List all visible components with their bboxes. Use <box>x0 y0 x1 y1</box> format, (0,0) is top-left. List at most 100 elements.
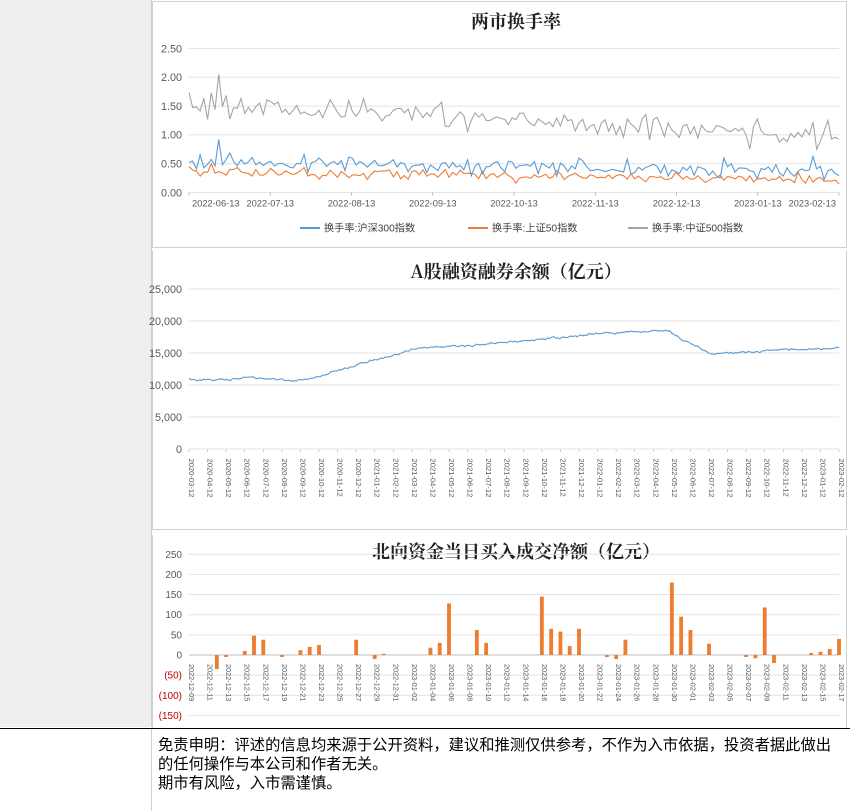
svg-text:2023-02-17: 2023-02-17 <box>837 664 846 701</box>
svg-text:10,000: 10,000 <box>149 380 182 392</box>
svg-text:2021-01-12: 2021-01-12 <box>373 459 382 498</box>
svg-text:2023-01-04: 2023-01-04 <box>428 664 437 701</box>
svg-text:1.50: 1.50 <box>161 101 182 113</box>
svg-text:2022-09-13: 2022-09-13 <box>409 199 457 209</box>
svg-text:2023-01-20: 2023-01-20 <box>577 664 586 701</box>
svg-text:2023-01-22: 2023-01-22 <box>596 664 605 701</box>
svg-text:2020-05-12: 2020-05-12 <box>224 459 233 498</box>
svg-text:2022-08-13: 2022-08-13 <box>328 199 376 209</box>
svg-text:2020-09-12: 2020-09-12 <box>298 459 307 498</box>
svg-text:2020-10-12: 2020-10-12 <box>317 459 326 498</box>
svg-text:2022-01-12: 2022-01-12 <box>596 459 605 498</box>
svg-text:北向资金当日买入成交净额（亿元）: 北向资金当日买入成交净额（亿元） <box>372 538 660 564</box>
svg-text:2022-06-12: 2022-06-12 <box>688 459 697 498</box>
svg-text:2022-10-13: 2022-10-13 <box>490 199 538 209</box>
svg-text:2021-10-12: 2021-10-12 <box>540 459 549 498</box>
svg-text:1.00: 1.00 <box>161 130 182 142</box>
svg-text:2020-06-12: 2020-06-12 <box>243 459 252 498</box>
svg-text:250: 250 <box>165 550 182 561</box>
svg-text:(100): (100) <box>159 691 182 702</box>
svg-text:换手率:上证50指数: 换手率:上证50指数 <box>492 221 577 234</box>
svg-text:5,000: 5,000 <box>155 412 182 424</box>
svg-text:2020-12-12: 2020-12-12 <box>354 459 363 498</box>
svg-text:2023-01-24: 2023-01-24 <box>614 664 623 701</box>
svg-text:2023-01-12: 2023-01-12 <box>818 459 827 498</box>
svg-text:2023-02-09: 2023-02-09 <box>763 664 772 701</box>
svg-text:2023-01-14: 2023-01-14 <box>521 664 530 701</box>
svg-text:200: 200 <box>165 570 182 581</box>
svg-text:2023-01-08: 2023-01-08 <box>466 664 475 701</box>
svg-text:2022-07-12: 2022-07-12 <box>707 459 716 498</box>
svg-text:2023-01-06: 2023-01-06 <box>447 664 456 701</box>
svg-text:2022-12-13: 2022-12-13 <box>653 199 701 209</box>
svg-text:2021-02-12: 2021-02-12 <box>391 459 400 498</box>
svg-text:2022-02-12: 2022-02-12 <box>614 459 623 498</box>
svg-text:2022-09-12: 2022-09-12 <box>744 459 753 498</box>
svg-text:2022-11-12: 2022-11-12 <box>781 459 790 497</box>
svg-text:50: 50 <box>171 630 183 641</box>
svg-text:2.00: 2.00 <box>161 72 182 84</box>
svg-text:2021-09-12: 2021-09-12 <box>521 459 530 498</box>
svg-text:2020-04-12: 2020-04-12 <box>206 459 215 498</box>
svg-text:2022-12-19: 2022-12-19 <box>280 664 289 701</box>
svg-text:2022-12-31: 2022-12-31 <box>391 664 400 701</box>
svg-text:2023-01-02: 2023-01-02 <box>410 664 419 701</box>
svg-text:2022-10-12: 2022-10-12 <box>763 459 772 498</box>
svg-text:2023-02-15: 2023-02-15 <box>818 664 827 701</box>
svg-text:2023-02-01: 2023-02-01 <box>688 664 697 701</box>
svg-text:A股融资融券余额（亿元）: A股融资融券余额（亿元） <box>410 258 621 284</box>
svg-text:0.50: 0.50 <box>161 159 182 171</box>
svg-text:0.00: 0.00 <box>161 187 182 199</box>
svg-text:0: 0 <box>176 444 182 456</box>
svg-text:2021-08-12: 2021-08-12 <box>503 459 512 498</box>
svg-text:2023-01-13: 2023-01-13 <box>734 199 782 209</box>
svg-text:2022-12-12: 2022-12-12 <box>800 459 809 498</box>
svg-text:2022-12-11: 2022-12-11 <box>206 664 215 701</box>
svg-text:2022-12-29: 2022-12-29 <box>373 664 382 701</box>
svg-text:2023-01-30: 2023-01-30 <box>670 664 679 701</box>
svg-text:2023-02-11: 2023-02-11 <box>781 664 790 701</box>
svg-text:2022-12-13: 2022-12-13 <box>224 664 233 701</box>
svg-text:100: 100 <box>165 610 182 621</box>
svg-text:(50): (50) <box>164 671 182 682</box>
svg-text:(150): (150) <box>159 711 182 722</box>
svg-text:25,000: 25,000 <box>149 284 182 296</box>
svg-text:2021-11-12: 2021-11-12 <box>558 459 567 497</box>
svg-text:2022-04-12: 2022-04-12 <box>651 459 660 498</box>
svg-text:2023-02-12: 2023-02-12 <box>837 459 846 498</box>
svg-text:2021-07-12: 2021-07-12 <box>484 459 493 498</box>
svg-text:2021-03-12: 2021-03-12 <box>410 459 419 498</box>
svg-text:150: 150 <box>165 590 182 601</box>
svg-text:20,000: 20,000 <box>149 316 182 328</box>
svg-text:2023-01-18: 2023-01-18 <box>558 664 567 701</box>
svg-text:2023-01-12: 2023-01-12 <box>503 664 512 701</box>
svg-text:2022-05-12: 2022-05-12 <box>670 459 679 498</box>
svg-text:2021-05-12: 2021-05-12 <box>447 459 456 498</box>
svg-text:2023-01-28: 2023-01-28 <box>651 664 660 701</box>
svg-text:2023-02-05: 2023-02-05 <box>726 664 735 701</box>
svg-text:2021-12-12: 2021-12-12 <box>577 459 586 498</box>
svg-text:2021-04-12: 2021-04-12 <box>428 459 437 498</box>
svg-text:2022-11-13: 2022-11-13 <box>572 199 619 209</box>
svg-text:2021-06-12: 2021-06-12 <box>466 459 475 498</box>
svg-text:2022-12-15: 2022-12-15 <box>243 664 252 701</box>
svg-text:2023-02-07: 2023-02-07 <box>744 664 753 701</box>
svg-text:2020-03-12: 2020-03-12 <box>187 459 196 498</box>
svg-text:换手率:沪深300指数: 换手率:沪深300指数 <box>324 221 415 234</box>
svg-text:2022-08-12: 2022-08-12 <box>726 459 735 498</box>
svg-text:2.50: 2.50 <box>161 43 182 55</box>
svg-text:2023-01-10: 2023-01-10 <box>484 664 493 701</box>
svg-text:2023-02-13: 2023-02-13 <box>788 199 836 209</box>
svg-text:2023-01-16: 2023-01-16 <box>540 664 549 701</box>
svg-text:2022-06-13: 2022-06-13 <box>192 199 240 209</box>
svg-text:2022-12-21: 2022-12-21 <box>298 664 307 701</box>
svg-text:2020-11-12: 2020-11-12 <box>336 459 345 497</box>
svg-text:2022-12-25: 2022-12-25 <box>336 664 345 701</box>
svg-text:2023-02-03: 2023-02-03 <box>707 664 716 701</box>
svg-text:2022-12-17: 2022-12-17 <box>261 664 270 701</box>
svg-text:两市换手率: 两市换手率 <box>471 8 562 34</box>
svg-text:2022-12-27: 2022-12-27 <box>354 664 363 701</box>
svg-text:2022-12-23: 2022-12-23 <box>317 664 326 701</box>
svg-text:2020-07-12: 2020-07-12 <box>261 459 270 498</box>
svg-text:2022-12-09: 2022-12-09 <box>187 664 196 701</box>
